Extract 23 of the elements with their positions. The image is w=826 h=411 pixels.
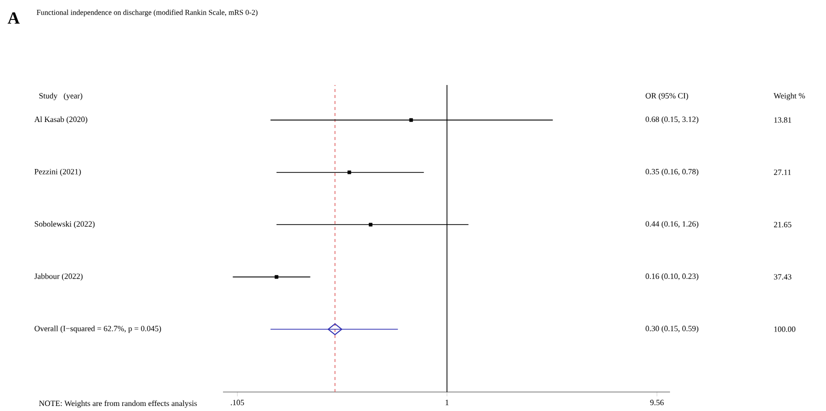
x-tick-label: 1: [446, 400, 448, 406]
text: A: [8, 12, 20, 24]
text: 37.43: [774, 274, 792, 280]
text: 21.65: [774, 222, 792, 228]
annotation: 0.16 (0.10, 0.23): [646, 273, 698, 281]
annotation: 0.68 (0.15, 3.12): [646, 116, 698, 124]
y-tick-label: Jabbour (2022): [34, 273, 83, 281]
annotation: 0.30 (0.15, 0.59): [646, 326, 698, 333]
text: 100.00: [774, 326, 796, 332]
text: Weight %: [774, 92, 805, 100]
text: Study (year): [39, 92, 82, 100]
text: NOTE: Weights are from random effects analysis: [39, 400, 197, 408]
y-tick-label: Overall (I−squared = 62.7%, p = 0.045): [34, 326, 161, 333]
y-tick-label: Sobolewski (2022): [34, 221, 95, 228]
annotation: OR (95% CI): [646, 92, 688, 100]
y-tick-label: Al Kasab (2020): [34, 116, 88, 124]
text: 27.11: [774, 170, 791, 175]
x-tick-label: 9.56: [650, 400, 664, 406]
annotation: 0.44 (0.16, 1.26): [646, 220, 698, 228]
y-tick-label: Pezzini (2021): [34, 168, 81, 176]
text: 13.81: [774, 117, 792, 123]
x-tick-label: .105: [230, 400, 244, 406]
annotation: 0.35 (0.16, 0.78): [646, 168, 698, 176]
